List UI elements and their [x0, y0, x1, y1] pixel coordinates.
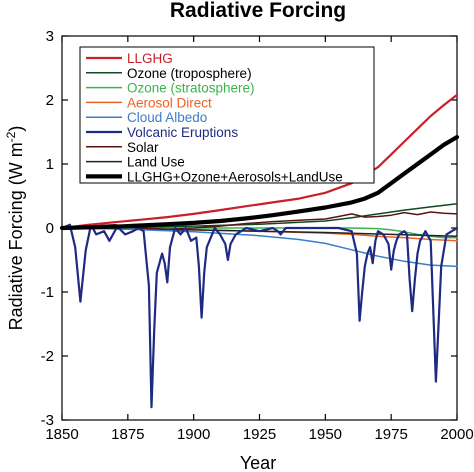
- legend-label-llghg: LLGHG: [127, 51, 173, 66]
- legend-label-ozone-troposphere: Ozone (troposphere): [127, 66, 252, 81]
- series-lines: [59, 93, 460, 409]
- y-axis-label-close: ): [6, 126, 26, 132]
- legend-label-aerosol-direct: Aerosol Direct: [127, 95, 212, 110]
- x-tick-label: 1850: [45, 426, 78, 443]
- x-tick-label: 1950: [309, 426, 342, 443]
- series-line-cloud-albedo: [61, 227, 458, 268]
- y-axis-label-main: Radiative Forcing (W m: [6, 142, 26, 330]
- y-tick-label: 0: [46, 220, 54, 237]
- y-axis-label: Radiative Forcing (W m-2): [4, 126, 26, 331]
- x-tick-label: 1900: [177, 426, 210, 443]
- series-line-solar: [61, 211, 458, 231]
- y-tick-label: -1: [41, 284, 54, 301]
- legend-label-solar: Solar: [127, 140, 159, 155]
- chart-title: Radiative Forcing: [170, 0, 346, 22]
- legend-label-volcanic-eruptions: Volcanic Eruptions: [127, 125, 238, 140]
- legend-box: [79, 46, 375, 184]
- x-axis-ticks: 1850 1875 1900 1925 1950 1975 2000: [45, 36, 474, 443]
- x-tick-label: 1975: [374, 426, 407, 443]
- legend-label-llghg-ozone-aerosols-landuse: LLGHG+Ozone+Aerosols+LandUse: [127, 169, 343, 184]
- y-tick-label: 3: [46, 28, 54, 45]
- series-line-llghg-ozone-aerosols-landuse: [59, 135, 460, 231]
- series-line-llghg: [60, 93, 459, 230]
- x-axis-label: Year: [240, 453, 276, 472]
- x-tick-label: 1875: [111, 426, 144, 443]
- y-tick-label: 1: [46, 156, 54, 173]
- y-tick-label: -3: [41, 412, 54, 429]
- y-axis-ticks: 3 2 1 0 -1 -2 -3: [41, 28, 457, 429]
- x-tick-label: 1925: [243, 426, 276, 443]
- legend-label-cloud-albedo: Cloud Albedo: [127, 110, 207, 125]
- y-axis-label-exponent: -2: [4, 131, 18, 142]
- series-line-volcanic-eruptions: [60, 223, 459, 409]
- legend-label-ozone-stratosphere: Ozone (stratosphere): [127, 81, 255, 96]
- series-line-land-use: [61, 227, 458, 238]
- legend-label-land-use: Land Use: [127, 155, 185, 170]
- series-line-ozone-troposphere: [61, 202, 458, 229]
- y-tick-label: -2: [41, 348, 54, 365]
- y-tick-label: 2: [46, 92, 54, 109]
- x-tick-label: 2000: [440, 426, 473, 443]
